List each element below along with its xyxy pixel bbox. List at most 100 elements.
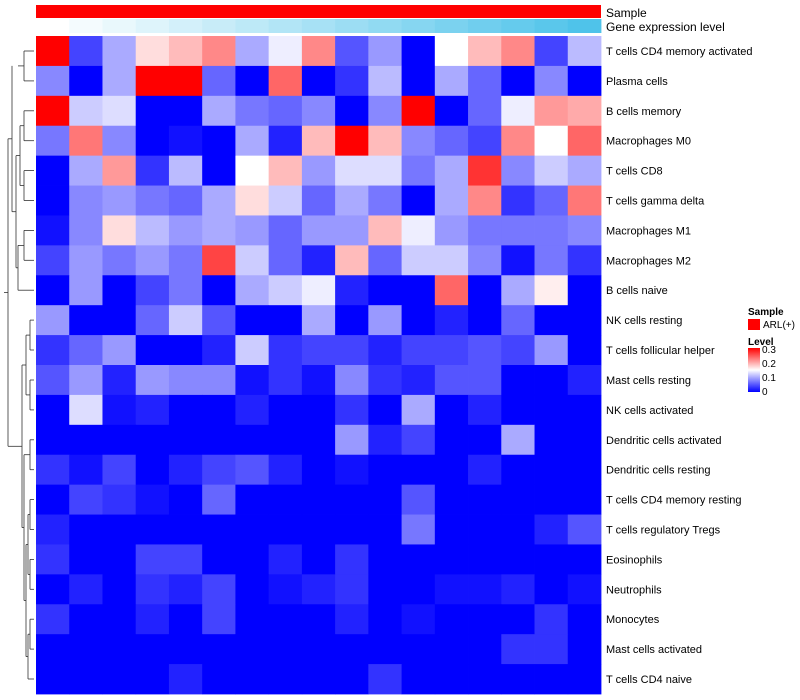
heatmap-cell-r17-c1 — [69, 544, 103, 575]
heatmap-cell-r17-c5 — [202, 544, 236, 575]
heatmap-cell-r1-c15 — [534, 65, 569, 97]
heatmap-cell-r2-c14 — [501, 95, 535, 127]
heatmap-cell-r2-c3 — [135, 95, 170, 127]
heatmap-cell-r18-c2 — [102, 574, 137, 605]
heatmap-cell-r1-c11 — [401, 65, 436, 97]
heatmap-cell-r2-c0 — [36, 95, 70, 127]
heatmap-cell-r6-c10 — [368, 215, 402, 246]
heatmap-cell-r15-c4 — [168, 484, 203, 515]
heatmap-cell-r11-c10 — [368, 365, 402, 396]
heatmap-cell-r16-c13 — [468, 514, 502, 545]
heatmap-cell-r1-c14 — [501, 65, 535, 97]
annotation-cell-expression — [368, 19, 402, 33]
heatmap-cell-r3-c2 — [102, 125, 137, 157]
heatmap-cell-r9-c12 — [434, 305, 469, 336]
row-label: NK cells activated — [606, 405, 693, 417]
heatmap-cell-r20-c7 — [268, 634, 303, 665]
heatmap-cell-r0-c1 — [69, 36, 103, 67]
legend-sample-title: Sample — [748, 307, 784, 318]
heatmap-cell-r6-c14 — [501, 215, 535, 246]
heatmap-cell-r14-c9 — [335, 454, 369, 486]
annotation-cell-expression — [301, 19, 336, 33]
annotation-cell-expression — [335, 19, 369, 33]
row-label: B cells naive — [606, 285, 668, 297]
heatmap-cell-r2-c9 — [335, 95, 369, 127]
heatmap-cell-r9-c7 — [268, 305, 303, 336]
heatmap-cell-r1-c8 — [301, 65, 336, 97]
heatmap-cell-r11-c4 — [168, 365, 203, 396]
annotation-cell-expression — [434, 19, 469, 33]
heatmap-cell-r8-c0 — [36, 275, 70, 306]
heatmap-cell-r10-c11 — [401, 335, 436, 366]
heatmap-cell-r13-c9 — [335, 424, 369, 456]
heatmap-cell-r9-c6 — [235, 305, 270, 336]
heatmap-cell-r14-c0 — [36, 454, 70, 486]
heatmap-cell-r5-c10 — [368, 185, 402, 216]
heatmap-cell-r16-c15 — [534, 514, 569, 545]
heatmap-cell-r9-c4 — [168, 305, 203, 336]
heatmap-cell-r12-c4 — [168, 394, 203, 426]
heatmap-cell-r13-c5 — [202, 424, 236, 456]
heatmap-cell-r20-c14 — [501, 634, 535, 665]
heatmap-cell-r6-c12 — [434, 215, 469, 246]
heatmap-cell-r5-c4 — [168, 185, 203, 216]
row-label: Monocytes — [606, 614, 660, 626]
heatmap-cell-r13-c10 — [368, 424, 402, 456]
heatmap-cell-r20-c13 — [468, 634, 502, 665]
heatmap-cell-r11-c7 — [268, 365, 303, 396]
annotation-cell-expression — [534, 19, 569, 33]
heatmap-cell-r1-c9 — [335, 65, 369, 97]
heatmap-cell-r2-c15 — [534, 95, 569, 127]
heatmap-cell-r4-c15 — [534, 155, 569, 186]
heatmap-cell-r1-c12 — [434, 65, 469, 97]
heatmap-cell-r4-c7 — [268, 155, 303, 186]
heatmap-cell-r5-c2 — [102, 185, 137, 216]
heatmap-cell-r6-c11 — [401, 215, 436, 246]
heatmap-cell-r3-c9 — [335, 125, 369, 157]
heatmap-cell-r11-c14 — [501, 365, 535, 396]
heatmap-cell-r14-c16 — [567, 454, 602, 486]
legend-tick-2: 0.1 — [762, 373, 776, 384]
heatmap-cell-r19-c11 — [401, 604, 436, 635]
heatmap-cell-r9-c5 — [202, 305, 236, 336]
legend-level-title: Level — [748, 337, 774, 348]
heatmap-cell-r4-c11 — [401, 155, 436, 186]
row-label: T cells CD4 memory activated — [606, 46, 753, 58]
heatmap-cell-r18-c1 — [69, 574, 103, 605]
heatmap-cell-r17-c10 — [368, 544, 402, 575]
heatmap-cell-r19-c13 — [468, 604, 502, 635]
heatmap-cell-r10-c1 — [69, 335, 103, 366]
heatmap-cell-r6-c15 — [534, 215, 569, 246]
heatmap-cell-r7-c9 — [335, 245, 369, 276]
heatmap-cell-r8-c10 — [368, 275, 402, 306]
heatmap-cell-r2-c8 — [301, 95, 336, 127]
row-label: B cells memory — [606, 106, 682, 118]
heatmap-cell-r15-c10 — [368, 484, 402, 515]
heatmap-cell-r1-c2 — [102, 65, 137, 97]
annotation-bar-sample — [36, 5, 601, 18]
heatmap-cell-r7-c16 — [567, 245, 602, 276]
legend-colorbar — [748, 348, 760, 392]
heatmap-cell-r17-c11 — [401, 544, 436, 575]
heatmap-cell-r0-c3 — [135, 36, 170, 67]
heatmap-cell-r19-c10 — [368, 604, 402, 635]
heatmap-cell-r7-c6 — [235, 245, 270, 276]
heatmap-cell-r8-c14 — [501, 275, 535, 306]
heatmap-cell-r16-c11 — [401, 514, 436, 545]
legend-sample-item: ARL(+) — [763, 320, 795, 331]
heatmap-cell-r16-c8 — [301, 514, 336, 545]
heatmap-cell-r20-c4 — [168, 634, 203, 665]
heatmap-cell-r4-c10 — [368, 155, 402, 186]
heatmap-cell-r11-c9 — [335, 365, 369, 396]
heatmap-cells — [36, 36, 602, 695]
annotation-cell-expression — [168, 19, 203, 33]
row-label: NK cells resting — [606, 315, 682, 327]
heatmap-cell-r14-c1 — [69, 454, 103, 486]
heatmap-cell-r3-c1 — [69, 125, 103, 157]
heatmap-cell-r18-c6 — [235, 574, 270, 605]
heatmap-cell-r16-c5 — [202, 514, 236, 545]
heatmap-cell-r11-c3 — [135, 365, 170, 396]
heatmap-cell-r15-c15 — [534, 484, 569, 515]
heatmap-cell-r4-c5 — [202, 155, 236, 186]
heatmap-cell-r6-c0 — [36, 215, 70, 246]
